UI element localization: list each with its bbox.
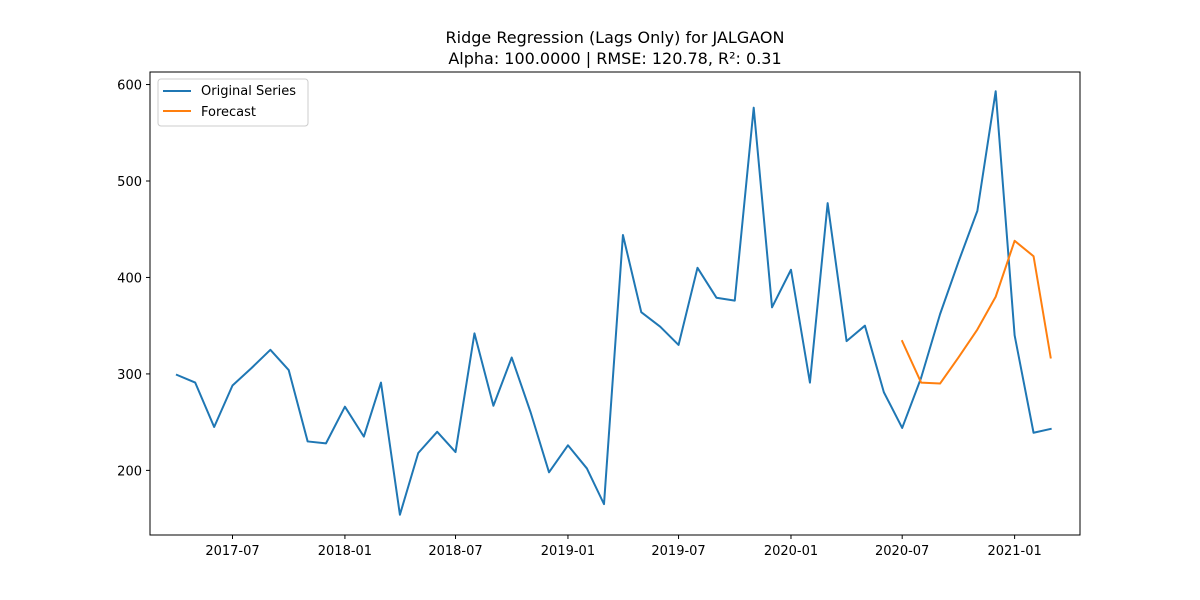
x-tick-label: 2018-01 (318, 544, 372, 559)
axes: 2017-07 2018-01 2018-07 2019-01 2019-07 2020-… (117, 71, 1081, 559)
x-tick-label: 2021-01 (987, 544, 1041, 559)
x-tick-label: 2019-01 (541, 544, 595, 559)
y-tick-label: 500 (117, 175, 142, 190)
x-tick-label: 2017-07 (205, 544, 259, 559)
series-line-original-series (175, 90, 1052, 516)
x-tick-label: 2018-07 (428, 544, 482, 559)
x-tick-label: 2019-07 (651, 544, 705, 559)
legend-box (157, 78, 309, 127)
y-tick-label: 300 (117, 368, 142, 383)
series-line-forecast (900, 239, 1052, 385)
y-tick-label: 200 (117, 464, 142, 479)
y-tick-label: 600 (117, 79, 142, 94)
axes-frame (149, 71, 1081, 536)
legend: Original Series Forecast (157, 78, 309, 127)
chart-subtitle: Alpha: 100.0000 | RMSE: 120.78, R²: 0.31 (448, 49, 781, 68)
x-tick-label: 2020-01 (764, 544, 818, 559)
legend-label-original-series: Original Series (201, 84, 296, 99)
y-tick-label: 400 (117, 271, 142, 286)
x-tick-label: 2020-07 (875, 544, 929, 559)
legend-label-forecast: Forecast (201, 105, 256, 120)
plot-area (175, 90, 1052, 516)
chart-title: Ridge Regression (Lags Only) for JALGAON (446, 28, 785, 47)
